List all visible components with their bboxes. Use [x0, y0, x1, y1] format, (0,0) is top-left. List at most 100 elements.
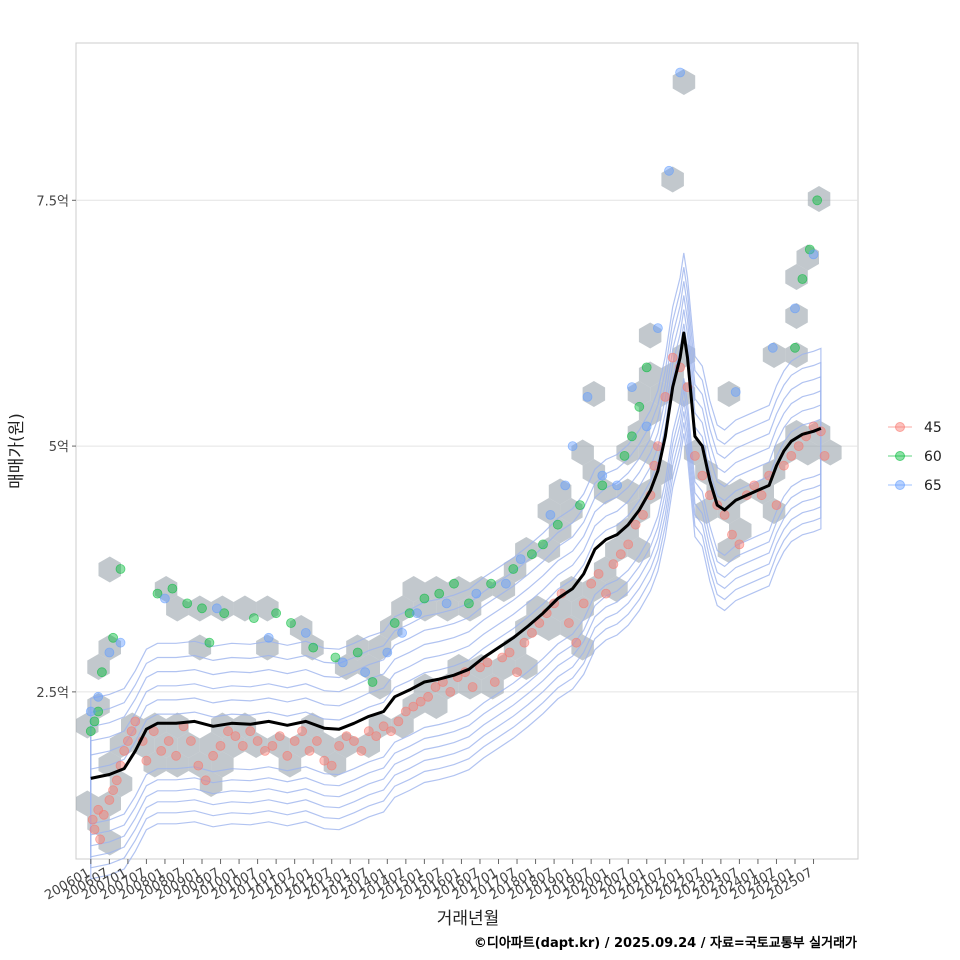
point-series-60 [538, 539, 548, 550]
point-series-45 [267, 741, 278, 751]
point-series-60 [790, 342, 800, 353]
point-series-45 [126, 726, 137, 737]
hexbin [391, 595, 414, 622]
hexbin [391, 712, 414, 739]
point-series-45 [230, 731, 241, 741]
point-series-45 [111, 775, 122, 786]
hexbin [447, 654, 470, 680]
legend-key-point-60 [895, 451, 905, 461]
point-series-65 [263, 632, 274, 643]
hexbin [188, 751, 212, 778]
hexbin [256, 634, 279, 661]
point-series-65 [337, 657, 348, 668]
hexbin [289, 732, 313, 758]
hexbin [593, 556, 617, 583]
point-series-60 [152, 588, 163, 599]
point-series-65 [360, 667, 371, 678]
point-series-45 [141, 755, 152, 766]
hexbin [199, 771, 223, 797]
point-series-60 [552, 519, 563, 530]
point-series-45 [667, 352, 678, 363]
hexbin [582, 576, 606, 602]
point-series-45 [482, 657, 493, 668]
legend: 45 60 65 [888, 420, 942, 494]
point-series-65 [412, 608, 422, 619]
point-series-60 [248, 613, 259, 623]
point-series-65 [85, 706, 96, 717]
point-series-65 [115, 637, 126, 648]
point-series-60 [434, 588, 445, 599]
hexbin [425, 693, 448, 719]
point-series-45 [697, 470, 708, 481]
point-series-45 [297, 726, 308, 737]
point-series-65 [790, 303, 800, 314]
source-caption: ©디아파트(dapt.kr) / 2025.09.24 / 자료=국토교통부 실… [474, 935, 857, 951]
hexbin [109, 771, 133, 797]
hexbin [199, 732, 223, 758]
hexbin [729, 517, 752, 544]
point-series-45 [504, 647, 515, 658]
point-series-60 [641, 362, 652, 373]
hexbin [717, 498, 741, 524]
hexbin [357, 732, 380, 758]
point-series-65 [300, 628, 311, 638]
hexbin [582, 381, 606, 407]
hexbin [188, 595, 212, 622]
point-series-60 [404, 608, 415, 619]
point-series-45 [586, 578, 597, 589]
point-series-45 [786, 450, 797, 461]
point-series-45 [378, 721, 389, 732]
point-series-65 [612, 480, 622, 491]
point-series-45 [519, 637, 530, 648]
point-series-45 [108, 785, 118, 796]
point-series-60 [308, 642, 319, 653]
point-series-45 [326, 760, 337, 771]
point-series-60 [182, 598, 193, 609]
hexbin [548, 478, 572, 505]
hexbin [717, 537, 741, 563]
point-series-45 [89, 824, 100, 835]
hexbin [560, 615, 583, 641]
point-series-60 [627, 431, 637, 442]
hexbin [278, 751, 302, 778]
legend-label-45: 45 [924, 420, 942, 436]
point-series-65 [159, 593, 170, 604]
point-series-45 [408, 701, 419, 712]
point-series-45 [608, 559, 619, 569]
point-series-60 [634, 401, 645, 412]
point-series-60 [508, 564, 519, 574]
point-series-45 [171, 750, 182, 761]
point-series-60 [575, 500, 585, 511]
hexbin [605, 537, 628, 563]
point-series-45 [430, 682, 441, 692]
legend-label-60: 60 [924, 449, 942, 465]
hexbin [593, 478, 617, 505]
hexbin [807, 420, 831, 446]
y-tick-label: 7.5억 [36, 194, 69, 209]
point-series-45 [578, 598, 589, 609]
point-series-45 [274, 731, 285, 741]
point-series-60 [197, 603, 207, 614]
point-series-60 [108, 632, 118, 643]
hexbin [515, 654, 538, 680]
point-series-65 [730, 387, 741, 397]
point-series-45 [163, 736, 174, 746]
hexbin [76, 790, 99, 817]
hexbin [346, 634, 369, 661]
point-series-45 [95, 834, 105, 845]
point-series-45 [564, 618, 574, 628]
hexbin [807, 186, 831, 212]
point-series-45 [445, 687, 456, 697]
point-series-45 [638, 510, 648, 520]
x-axis-title: 거래년월 [437, 909, 500, 929]
point-series-65 [675, 67, 685, 78]
point-series-45 [623, 539, 634, 550]
point-series-45 [734, 539, 745, 550]
point-series-60 [797, 274, 808, 284]
hexbin [312, 732, 335, 758]
point-series-45 [200, 775, 211, 786]
point-series-45 [819, 450, 830, 461]
hexbin [492, 654, 516, 680]
point-series-60 [367, 677, 378, 687]
hexbin [425, 576, 448, 602]
